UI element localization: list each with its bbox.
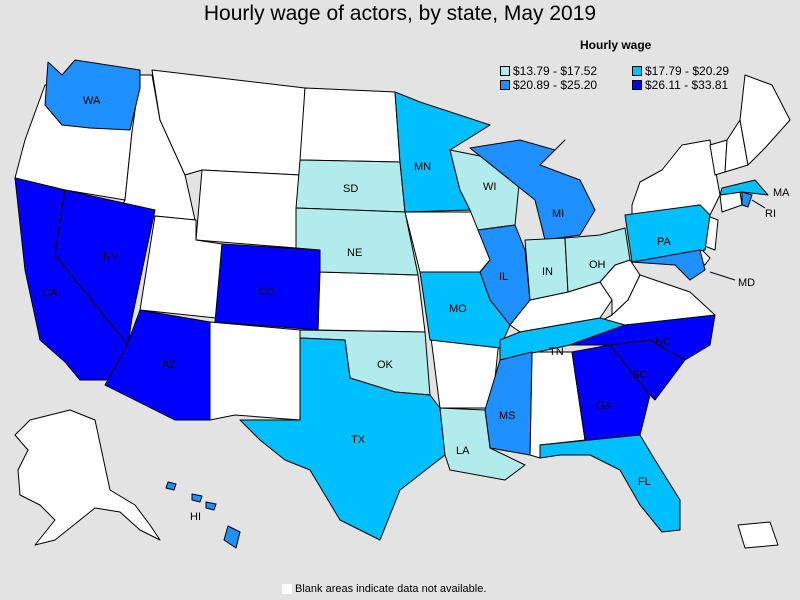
label-mi: MI [552, 208, 564, 220]
label-wi: WI [483, 181, 496, 193]
label-mo: MO [449, 303, 467, 315]
label-ok: OK [377, 359, 394, 371]
state-nc[interactable] [569, 314, 716, 361]
label-nv: NV [103, 251, 119, 263]
label-sd: SD [343, 183, 358, 195]
label-mn: MN [414, 161, 431, 173]
state-wa[interactable] [44, 59, 141, 131]
state-ms[interactable] [484, 351, 533, 456]
state-oh[interactable] [564, 227, 631, 293]
state-me[interactable] [739, 74, 791, 166]
label-tx: TX [351, 434, 366, 446]
legend-label-bin-1: $13.79 - $17.52 [513, 64, 598, 78]
legend-swatch-bin-4 [632, 80, 642, 90]
label-oh: OH [589, 259, 606, 271]
label-ga: GA [596, 400, 613, 412]
state-hi-island-4 [223, 525, 241, 549]
label-fl: FL [638, 476, 651, 488]
state-hi-island-2 [191, 493, 203, 503]
label-sc: SC [632, 369, 647, 381]
state-nm[interactable] [209, 321, 301, 421]
state-la[interactable] [439, 407, 526, 481]
state-ny[interactable] [631, 139, 721, 216]
legend-title: Hourly wage [580, 38, 652, 52]
label-ca: CA [42, 287, 58, 299]
label-wa: WA [83, 95, 101, 107]
state-nd[interactable] [299, 87, 401, 163]
state-fl[interactable] [539, 434, 681, 533]
label-in: IN [542, 266, 553, 278]
label-md: MD [738, 277, 755, 289]
state-hi-island-1 [165, 481, 177, 491]
label-ri: RI [765, 208, 776, 220]
state-md[interactable] [631, 249, 706, 281]
state-tx[interactable] [239, 337, 446, 541]
label-co: CO [258, 286, 275, 298]
ri-leader-line [751, 199, 766, 209]
label-pa: PA [657, 236, 672, 248]
label-ma: MA [773, 187, 790, 199]
label-tn: TN [549, 346, 564, 358]
legend-swatch-bin-1 [500, 66, 510, 76]
state-pa[interactable] [624, 204, 711, 263]
legend-item-bin-4: $26.11 - $33.81 [632, 78, 728, 92]
footnote: Blank areas indicate data not available. [282, 583, 486, 595]
state-ak[interactable] [14, 409, 161, 546]
blank-swatch [282, 584, 292, 594]
map-title: Hourly wage of actors, by state, May 201… [203, 2, 597, 25]
state-ks[interactable] [317, 271, 426, 333]
legend-swatch-bin-2 [632, 66, 642, 76]
legend-item-bin-3: $20.89 - $25.20 [500, 78, 597, 92]
legend-label-bin-2: $17.79 - $20.29 [645, 64, 730, 78]
md-leader-line [709, 271, 736, 281]
label-ne: NE [347, 247, 362, 259]
label-nc: NC [655, 336, 671, 348]
state-az[interactable] [104, 309, 211, 421]
state-wy[interactable] [195, 169, 301, 249]
label-la: LA [456, 445, 470, 457]
state-hi-island-3 [205, 501, 217, 511]
legend-label-bin-3: $20.89 - $25.20 [513, 78, 598, 92]
label-hi: HI [190, 511, 201, 523]
state-nv[interactable] [54, 189, 156, 346]
label-il: IL [499, 271, 508, 283]
state-hi[interactable] [165, 481, 241, 549]
legend-label-bin-4: $26.11 - $33.81 [645, 78, 729, 92]
state-pr[interactable] [737, 521, 779, 549]
state-mo[interactable] [419, 271, 511, 349]
legend-item-bin-1: $13.79 - $17.52 [500, 64, 597, 78]
state-mi[interactable] [469, 139, 596, 241]
legend-item-bin-2: $17.79 - $20.29 [632, 64, 729, 78]
state-ma[interactable] [719, 179, 769, 196]
state-ri[interactable] [741, 191, 753, 208]
legend-swatch-bin-3 [500, 80, 510, 90]
label-az: AZ [162, 359, 176, 371]
footnote-text: Blank areas indicate data not available. [295, 583, 487, 595]
label-ms: MS [499, 410, 516, 422]
